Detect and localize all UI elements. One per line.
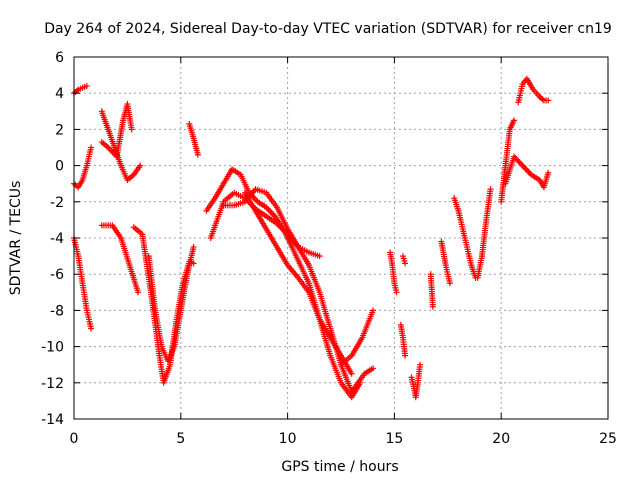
series-arc16	[387, 249, 400, 296]
y-tick-label: 0	[55, 159, 64, 175]
data-point	[402, 260, 409, 267]
y-tick-label: -14	[41, 412, 64, 428]
series-arc25	[502, 153, 552, 191]
chart-title: Day 264 of 2024, Sidereal Day-to-day VTE…	[44, 21, 612, 37]
series-arc5	[98, 101, 135, 160]
x-axis-label: GPS time / hours	[281, 459, 398, 475]
y-tick-label: -4	[50, 231, 64, 247]
series-arc24	[498, 117, 518, 205]
x-tick-label: 10	[279, 431, 297, 447]
data-point	[370, 365, 377, 372]
data-point	[128, 126, 135, 133]
series-arc18	[399, 253, 409, 267]
data-points	[71, 75, 552, 401]
data-point	[393, 289, 400, 296]
y-tick-label: 6	[55, 50, 64, 66]
data-point	[511, 117, 518, 124]
y-tick-label: -10	[41, 340, 64, 356]
series-arc19	[408, 361, 424, 401]
data-point	[88, 144, 95, 151]
series-arc14	[338, 307, 377, 368]
series-arc23	[474, 186, 494, 281]
series-arc7	[130, 224, 197, 386]
data-point	[194, 151, 201, 158]
data-point	[402, 352, 409, 359]
series-arc17	[397, 321, 409, 359]
y-tick-label: -8	[50, 303, 64, 319]
data-point	[446, 280, 453, 287]
x-tick-label: 0	[70, 431, 79, 447]
data-point	[545, 97, 552, 104]
data-point	[88, 325, 95, 332]
series-arc21	[438, 238, 453, 287]
series-arc26	[515, 75, 552, 106]
series-arc13	[241, 189, 355, 377]
y-tick-label: 4	[55, 86, 64, 102]
series-arc22	[451, 195, 479, 281]
series-arc8	[145, 244, 197, 365]
x-tick-label: 25	[599, 431, 617, 447]
series-arc6	[98, 222, 142, 296]
series-arc12	[220, 186, 323, 260]
data-point	[417, 361, 424, 368]
data-point	[190, 244, 197, 251]
data-point	[316, 253, 323, 260]
y-tick-label: -2	[50, 195, 64, 211]
data-point	[348, 370, 355, 377]
series-arc2	[71, 144, 95, 191]
data-point	[83, 82, 90, 89]
y-tick-label: -6	[50, 267, 64, 283]
x-tick-label: 20	[492, 431, 510, 447]
x-tick-label: 15	[385, 431, 403, 447]
series-arc20	[427, 271, 436, 310]
data-point	[135, 289, 142, 296]
data-point	[370, 307, 377, 314]
series-arc15	[348, 365, 377, 395]
data-point	[545, 169, 552, 176]
y-tick-label: 2	[55, 122, 64, 138]
data-point	[429, 303, 436, 310]
y-axis-label: SDTVAR / TECUs	[8, 181, 24, 296]
x-tick-label: 5	[176, 431, 185, 447]
data-point	[487, 186, 494, 193]
y-tick-label: -12	[41, 376, 64, 392]
data-point	[137, 162, 144, 169]
series-arc3	[71, 235, 95, 332]
series-arc9	[186, 120, 201, 158]
